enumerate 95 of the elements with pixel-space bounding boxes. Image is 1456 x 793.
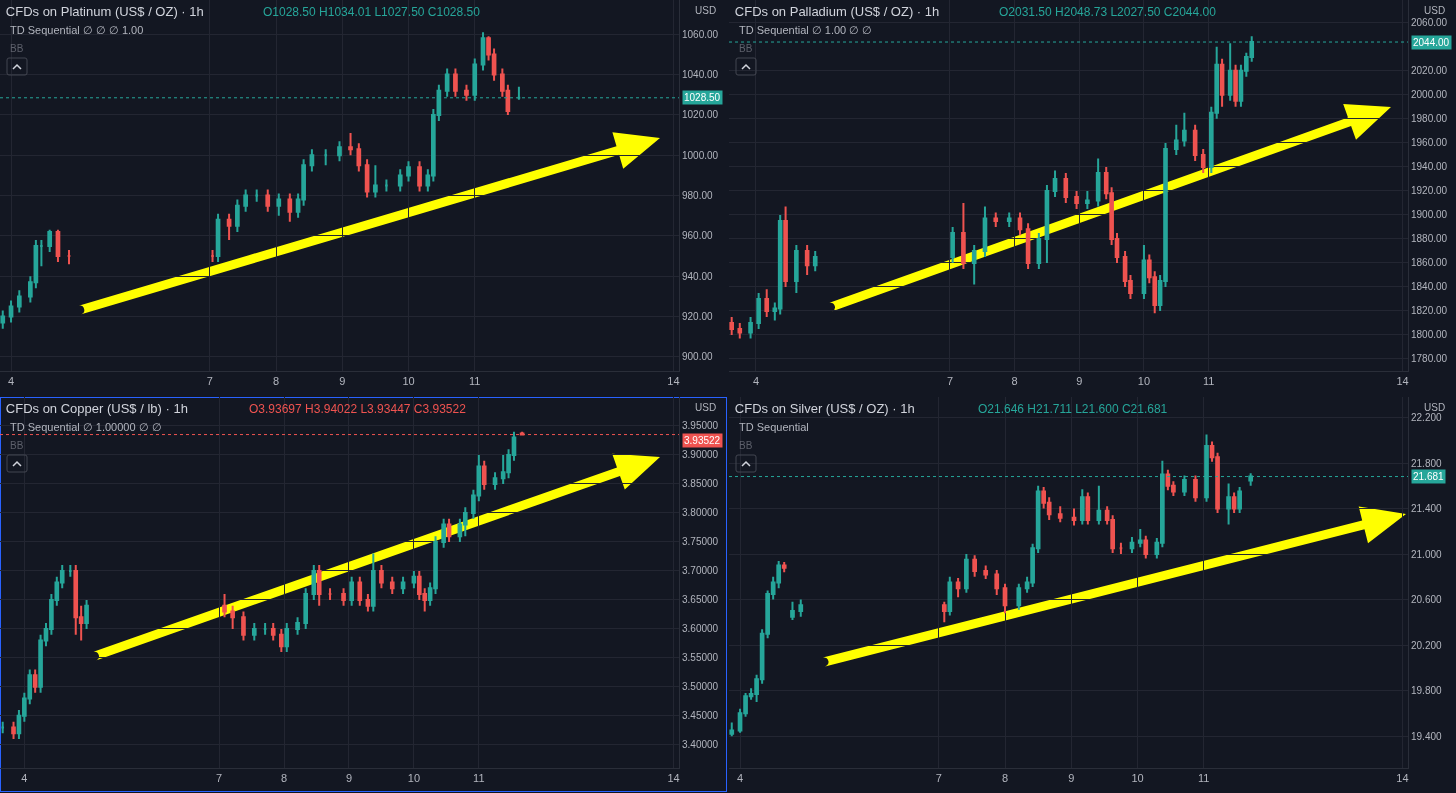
annotation: TD Sequential ∅ 1.00000 ∅ ∅ <box>10 421 162 433</box>
annotation: TD Sequential <box>739 421 809 433</box>
y-tick-label: 19.800 <box>1411 685 1443 697</box>
x-tick-label: 4 <box>752 375 759 388</box>
x-tick-label: 14 <box>1396 772 1409 785</box>
y-tick-label: 3.45000 <box>682 710 719 722</box>
y-tick-label: 920.00 <box>682 311 714 323</box>
x-tick-label: 14 <box>1396 375 1409 388</box>
y-tick-label: 1840.00 <box>1411 281 1448 293</box>
y-tick-label: 1060.00 <box>682 28 719 40</box>
x-tick-label: 10 <box>407 772 421 785</box>
x-tick-label: 8 <box>280 772 288 785</box>
y-tick-label: 3.95000 <box>682 420 719 432</box>
y-tick-label: 1820.00 <box>1411 305 1448 317</box>
y-tick-label: 21.000 <box>1411 548 1443 560</box>
y-tick-label: 20.200 <box>1411 639 1443 651</box>
x-tick-label: 8 <box>1001 772 1009 785</box>
annotation: BB <box>10 43 24 54</box>
x-tick-label: 11 <box>473 772 485 785</box>
y-tick-label: 1980.00 <box>1411 113 1448 125</box>
annotation: TD Sequential ∅ 1.00 ∅ ∅ <box>739 24 873 36</box>
x-tick-label: 4 <box>7 375 15 388</box>
text: USD <box>695 402 717 413</box>
y-tick-label: 1040.00 <box>682 69 719 81</box>
chart-title: CFDs on Palladium (US$ / OZ) · 1h <box>734 3 940 19</box>
x-tick-label: 8 <box>1011 375 1018 388</box>
y-tick-label: 3.40000 <box>682 739 719 751</box>
annotation: O2031.50 H2048.73 L2027.50 C2044.00 <box>999 5 1217 19</box>
annotation: BB <box>10 440 24 451</box>
text: USD <box>1424 5 1446 16</box>
annotation: O1028.50 H1034.01 L1027.50 C1028.50 <box>263 5 481 19</box>
y-tick-label: 3.85000 <box>682 478 719 490</box>
y-tick-label: 1860.00 <box>1411 257 1448 269</box>
text: USD <box>695 5 717 16</box>
x-tick-label: 7 <box>206 375 213 388</box>
y-tick-label: 3.75000 <box>682 536 719 548</box>
annotation: BB <box>739 43 753 54</box>
x-tick-label: 7 <box>216 772 223 785</box>
y-tick-label: 980.00 <box>682 190 714 202</box>
y-tick-label: 1800.00 <box>1411 329 1448 341</box>
chart-title: CFDs on Platinum (US$ / OZ) · 1h <box>5 3 204 19</box>
x-tick-label: 10 <box>1137 375 1151 388</box>
y-tick-label: 3.80000 <box>682 507 719 519</box>
y-tick-label: 1780.00 <box>1411 353 1448 365</box>
annotation: O21.646 H21.711 L21.600 C21.681 <box>978 402 1168 416</box>
ref-line-label: 21.681 <box>1413 471 1445 482</box>
y-tick-label: 3.65000 <box>682 594 719 606</box>
y-tick-label: 19.400 <box>1411 730 1443 742</box>
x-tick-label: 7 <box>935 772 942 785</box>
x-tick-label: 4 <box>736 772 744 785</box>
y-tick-label: 3.50000 <box>682 681 719 693</box>
y-tick-label: 20.600 <box>1411 594 1443 606</box>
y-tick-label: 21.800 <box>1411 457 1443 469</box>
y-tick-label: 2000.00 <box>1411 89 1448 101</box>
y-tick-label: 1960.00 <box>1411 137 1448 149</box>
y-tick-label: 3.55000 <box>682 652 719 664</box>
x-tick-label: 10 <box>402 375 415 388</box>
y-tick-label: 21.400 <box>1411 503 1443 515</box>
x-tick-label: 4 <box>21 772 28 785</box>
x-tick-label: 10 <box>1131 772 1144 785</box>
annotation: O3.93697 H3.94022 L3.93447 C3.93522 <box>249 402 467 416</box>
y-tick-label: 1020.00 <box>682 109 719 121</box>
y-tick-label: 2020.00 <box>1411 65 1448 77</box>
annotation: TD Sequential ∅ ∅ ∅ 1.00 <box>10 24 144 36</box>
x-tick-label: 14 <box>667 375 680 388</box>
ref-line-label: 3.93522 <box>684 435 721 446</box>
chart-title: CFDs on Copper (US$ / lb) · 1h <box>5 400 188 416</box>
x-tick-label: 9 <box>339 375 346 388</box>
y-tick-label: 900.00 <box>682 351 714 363</box>
x-tick-label: 9 <box>1068 772 1075 785</box>
y-tick-label: 960.00 <box>682 230 714 242</box>
y-tick-label: 1880.00 <box>1411 233 1448 245</box>
x-tick-label: 14 <box>667 772 680 785</box>
y-tick-label: 1900.00 <box>1411 209 1448 221</box>
x-tick-label: 9 <box>1076 375 1083 388</box>
x-tick-label: 11 <box>469 375 481 388</box>
y-tick-label: 2060.00 <box>1411 17 1448 29</box>
text: USD <box>1424 402 1446 413</box>
y-tick-label: 3.90000 <box>682 449 719 461</box>
x-tick-label: 9 <box>345 772 353 785</box>
x-tick-label: 7 <box>946 375 953 388</box>
x-tick-label: 11 <box>1198 772 1210 785</box>
annotation: BB <box>739 440 753 451</box>
x-tick-label: 11 <box>1202 375 1215 388</box>
y-tick-label: 940.00 <box>682 270 714 282</box>
ref-line-label: 2044.00 <box>1413 37 1450 48</box>
chart-title: CFDs on Silver (US$ / OZ) · 1h <box>734 400 915 416</box>
y-tick-label: 1920.00 <box>1411 185 1448 197</box>
y-tick-label: 22.200 <box>1411 411 1443 423</box>
y-tick-label: 1000.00 <box>682 149 719 161</box>
y-tick-label: 3.60000 <box>682 623 719 635</box>
y-tick-label: 3.70000 <box>682 565 719 577</box>
y-tick-label: 1940.00 <box>1411 161 1448 173</box>
ref-line-label: 1028.50 <box>684 92 721 103</box>
x-tick-label: 8 <box>272 375 280 388</box>
